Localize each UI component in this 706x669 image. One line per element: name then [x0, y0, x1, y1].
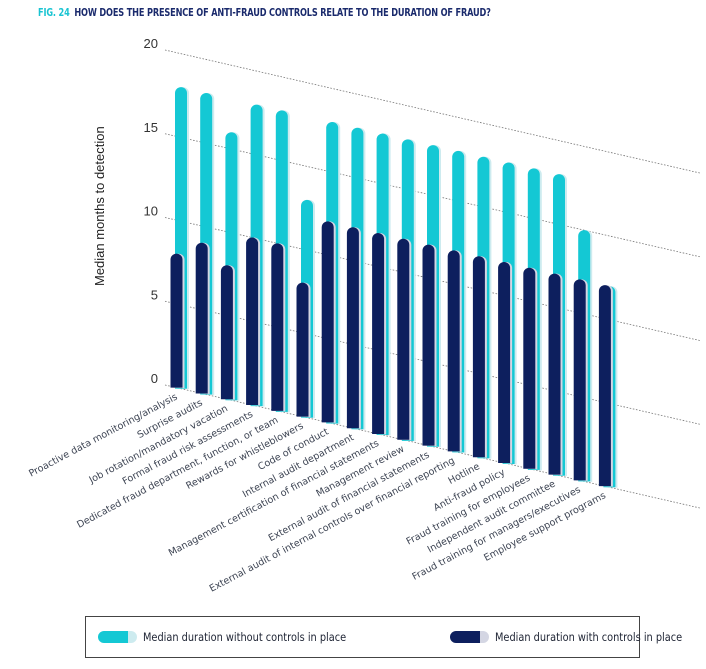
bar-with-controls	[321, 221, 336, 423]
legend-item-with-controls: Median duration with controls in place	[450, 630, 706, 644]
bar-with-controls-body	[246, 237, 259, 406]
figure-number: FIG. 24	[38, 7, 70, 19]
legend-label-with-controls: Median duration with controls in place	[495, 630, 683, 644]
bar-with-controls-body	[195, 242, 208, 394]
y-tick-label: 5	[151, 287, 158, 302]
y-tick-label: 0	[151, 371, 158, 386]
legend-swatch-with-controls	[450, 631, 490, 643]
bar-with-controls-body	[523, 267, 536, 469]
bar-with-controls-body	[271, 243, 284, 411]
bar-with-controls	[170, 253, 185, 389]
legend: Median duration without controls in plac…	[85, 616, 682, 658]
bar-with-controls	[296, 282, 311, 418]
bar-with-controls	[472, 256, 487, 458]
legend-label-without-controls: Median duration without controls in plac…	[143, 630, 347, 644]
bar-with-controls	[397, 238, 412, 441]
bar-with-controls-body	[397, 238, 410, 440]
bar-with-controls-body	[598, 285, 611, 487]
bar-with-controls	[220, 265, 235, 400]
figure-question: HOW DOES THE PRESENCE OF ANTI-FRAUD CONT…	[74, 7, 491, 19]
bar-with-controls-body	[498, 261, 511, 463]
bar-with-controls	[246, 237, 261, 406]
bar-with-controls-body	[346, 227, 359, 429]
legend-item-without-controls: Median duration without controls in plac…	[98, 630, 382, 644]
y-tick-label: 10	[144, 204, 158, 219]
bar-with-controls-body	[447, 250, 460, 452]
bar-with-controls-body	[573, 279, 586, 481]
bar-with-controls-body	[296, 282, 309, 417]
bar-with-controls-body	[321, 221, 334, 423]
bar-with-controls-body	[548, 273, 561, 475]
bar-with-controls	[498, 261, 513, 464]
bar-with-controls-body	[220, 265, 233, 400]
y-axis-ticks: 0 5 10 15 20	[144, 36, 158, 386]
bar-with-controls	[523, 267, 538, 470]
figure-title: FIG. 24 HOW DOES THE PRESENCE OF ANTI-FRA…	[38, 7, 491, 19]
y-tick-label: 20	[144, 36, 158, 51]
y-axis-label: Median months to detection	[92, 126, 107, 286]
bar-with-controls	[573, 279, 588, 481]
category-labels: Proactive data monitoring/analysisSurpri…	[27, 392, 608, 595]
legend-swatch-without-controls	[98, 631, 138, 643]
bar-with-controls-body	[372, 233, 385, 435]
bar-with-controls	[447, 250, 462, 452]
y-tick-label: 15	[144, 120, 158, 135]
bar-with-controls	[548, 273, 563, 476]
bar-with-controls	[195, 242, 210, 394]
bar-with-controls	[422, 244, 437, 447]
bar-with-controls	[598, 285, 613, 487]
bar-with-controls-body	[422, 244, 435, 446]
bars	[170, 87, 618, 488]
bar-with-controls	[372, 233, 387, 435]
bar-with-controls-body	[170, 253, 183, 388]
bar-with-controls	[346, 227, 361, 429]
bar-with-controls-body	[472, 256, 485, 458]
bar-with-controls	[271, 243, 286, 412]
